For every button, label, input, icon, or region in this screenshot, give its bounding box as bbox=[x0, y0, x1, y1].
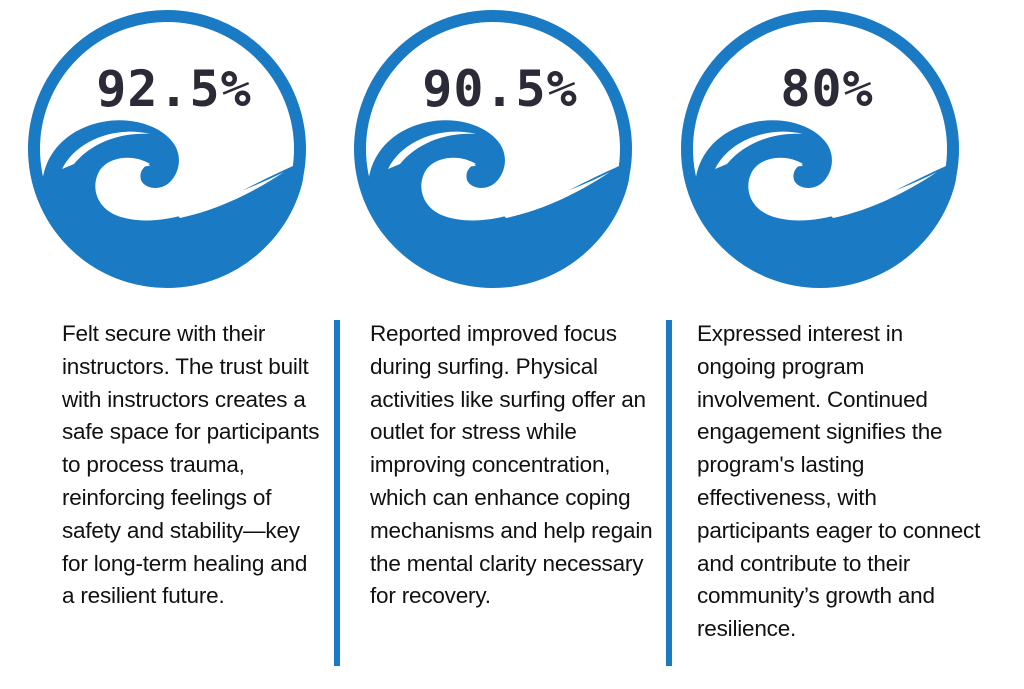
stat-description: Felt secure with their instructors. The … bbox=[62, 321, 320, 609]
stat-card: 90.5% Reported improved focus during sur… bbox=[348, 0, 653, 689]
stat-percent: 80% bbox=[780, 60, 873, 118]
stat-percent: 90.5% bbox=[422, 60, 578, 118]
wave-badge-graphic: 90.5% bbox=[348, 4, 638, 294]
stat-card: 92.5% Felt secure with their instructors… bbox=[22, 0, 322, 689]
column-divider bbox=[334, 320, 340, 666]
wave-in-circle-icon: 92.5% bbox=[22, 4, 312, 294]
wave-in-circle-icon: 80% bbox=[675, 4, 965, 294]
stat-card: 80% Expressed interest in ongoing progra… bbox=[675, 0, 980, 689]
wave-badge-graphic: 92.5% bbox=[22, 4, 312, 294]
wave-badge-graphic: 80% bbox=[675, 4, 965, 294]
stat-description: Reported improved focus during surfing. … bbox=[370, 321, 653, 609]
stat-description: Expressed interest in ongoing program in… bbox=[697, 321, 981, 642]
stat-percent: 92.5% bbox=[96, 60, 252, 118]
wave-in-circle-icon: 90.5% bbox=[348, 4, 638, 294]
column-divider bbox=[666, 320, 672, 666]
